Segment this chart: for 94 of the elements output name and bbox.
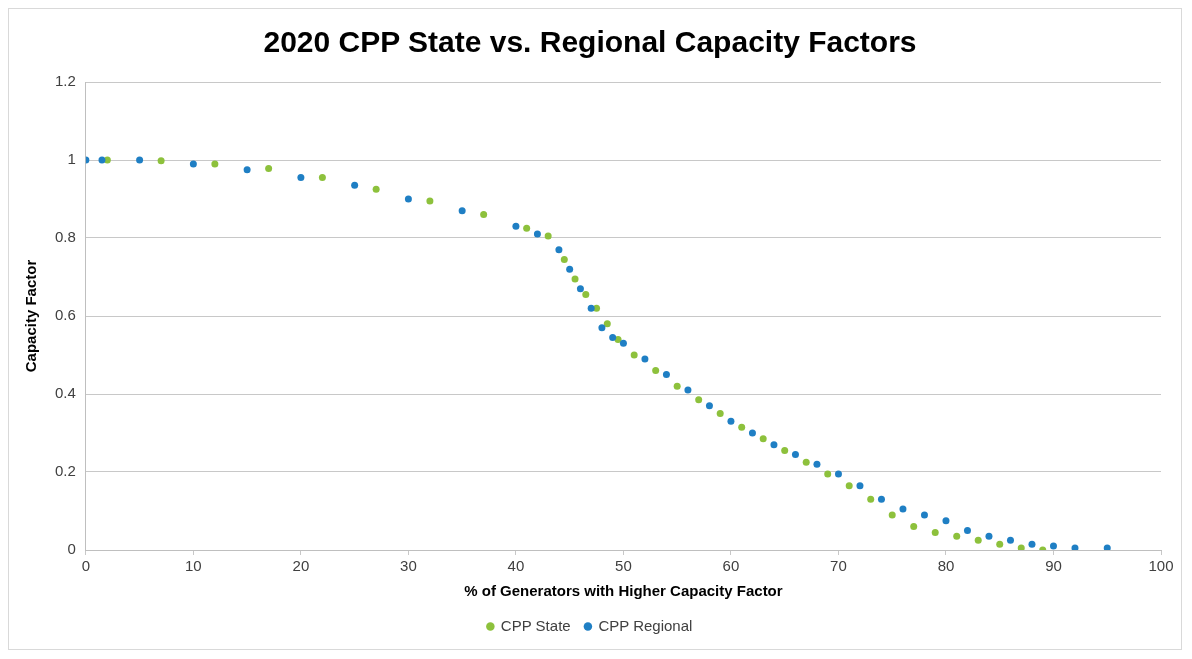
- point: [684, 386, 692, 394]
- y-tick-label: 0: [67, 540, 76, 558]
- y-tick-label: 0.6: [54, 306, 76, 324]
- y-tick-label: 1: [67, 150, 76, 168]
- point: [727, 417, 735, 425]
- point: [641, 355, 649, 363]
- point: [985, 532, 993, 540]
- point: [791, 450, 799, 458]
- point: [996, 540, 1004, 548]
- x-tick-label: 50: [615, 557, 632, 575]
- point: [695, 396, 703, 404]
- point: [888, 511, 896, 519]
- point: [566, 265, 574, 273]
- y-axis-title: Capacity Factor: [22, 259, 40, 373]
- x-tick-label: 30: [400, 557, 417, 575]
- point: [265, 165, 273, 173]
- point: [1049, 542, 1057, 550]
- point: [609, 333, 617, 341]
- point: [426, 197, 434, 205]
- point: [136, 156, 144, 164]
- point: [738, 423, 746, 431]
- point: [910, 523, 918, 531]
- x-tick-label: 70: [830, 557, 847, 575]
- point: [920, 511, 928, 519]
- point: [630, 351, 638, 359]
- point: [603, 320, 611, 328]
- point: [619, 339, 627, 347]
- legend-label: CPP Regional: [598, 616, 693, 634]
- point: [243, 166, 251, 174]
- point: [824, 470, 832, 478]
- point: [211, 160, 219, 168]
- point: [974, 536, 982, 544]
- y-tick-label: 0.4: [54, 384, 76, 402]
- x-tick-label: 60: [722, 557, 740, 575]
- point: [748, 429, 756, 437]
- point: [576, 285, 584, 293]
- point: [157, 157, 165, 165]
- point: [759, 435, 767, 443]
- x-tick-label: 10: [185, 557, 202, 575]
- point: [931, 528, 939, 536]
- point: [555, 246, 563, 254]
- point: [1017, 544, 1025, 550]
- point: [571, 275, 579, 283]
- point: [856, 482, 864, 490]
- point: [1071, 544, 1079, 550]
- point: [716, 410, 724, 417]
- point: [942, 517, 950, 525]
- y-tick-label: 0.2: [54, 462, 76, 480]
- point: [512, 222, 520, 230]
- legend-label: CPP State: [500, 616, 571, 634]
- point: [523, 224, 531, 232]
- x-tick-label: 90: [1045, 557, 1062, 575]
- point: [899, 505, 907, 513]
- y-tick-label: 1.2: [54, 72, 76, 90]
- point: [877, 495, 885, 503]
- point: [705, 402, 713, 410]
- point: [1006, 536, 1014, 544]
- point: [662, 371, 670, 378]
- point: [1028, 540, 1036, 548]
- point: [582, 291, 590, 299]
- point: [598, 324, 606, 332]
- point: [458, 207, 466, 215]
- point: [834, 470, 842, 478]
- point: [953, 532, 961, 540]
- point: [845, 482, 853, 490]
- point: [351, 181, 359, 189]
- x-axis-title: % of Generators with Higher Capacity Factor: [464, 582, 783, 600]
- point: [963, 527, 971, 534]
- point: [652, 367, 660, 375]
- point: [318, 174, 326, 182]
- point: [813, 460, 821, 468]
- point: [533, 230, 541, 238]
- point: [480, 211, 488, 219]
- point: [673, 382, 681, 390]
- point: [297, 174, 305, 182]
- point: [404, 195, 412, 203]
- point: [867, 495, 875, 503]
- point: [544, 232, 552, 240]
- point: [98, 156, 106, 164]
- point: [560, 255, 568, 263]
- x-tick-label: 100: [1148, 557, 1174, 575]
- point: [802, 458, 810, 466]
- y-tick-label: 0.8: [54, 228, 76, 246]
- point: [587, 304, 595, 312]
- point: [189, 160, 197, 168]
- point: [770, 441, 778, 449]
- point: [372, 185, 380, 193]
- x-tick-label: 0: [81, 557, 91, 575]
- x-tick-label: 80: [937, 557, 955, 575]
- chart-title: 2020 CPP State vs. Regional Capacity Factors: [263, 25, 917, 59]
- x-tick-label: 20: [292, 557, 310, 575]
- x-tick-label: 40: [507, 557, 525, 575]
- point: [1103, 544, 1111, 550]
- point: [781, 447, 789, 455]
